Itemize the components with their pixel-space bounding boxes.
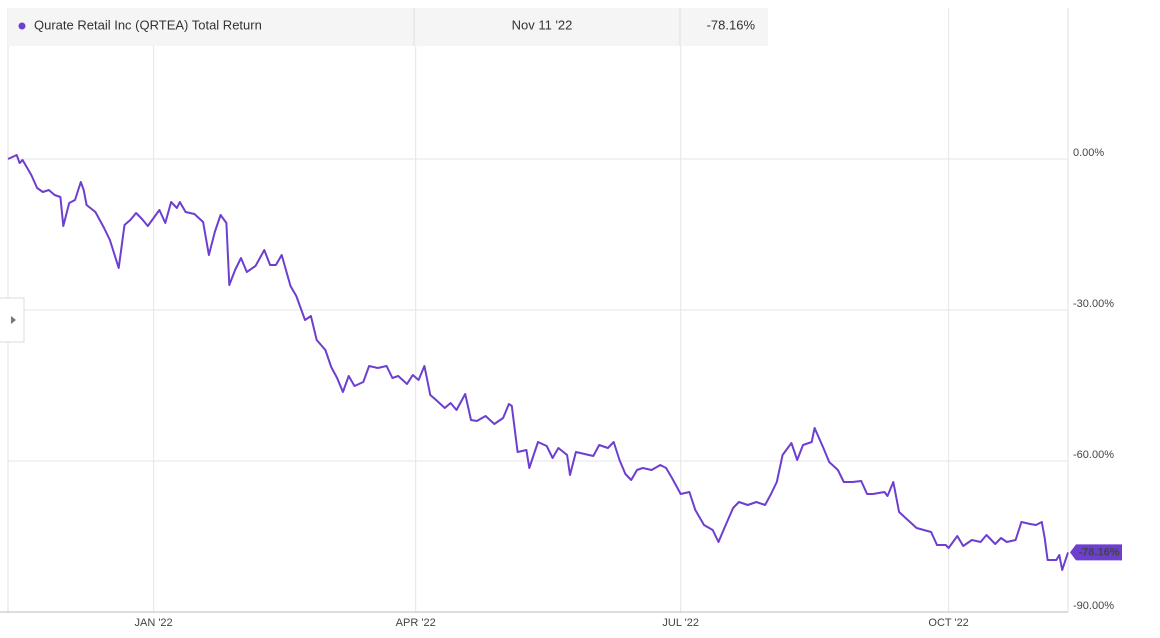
header-value: -78.16% (707, 17, 756, 32)
legend-label: Qurate Retail Inc (QRTEA) Total Return (34, 17, 262, 32)
legend-dot (18, 22, 26, 30)
grid: -90.00% -60.00% -30.00% 0.00% JAN '22 APR '22… (8, 8, 1114, 629)
x-tick-label: OCT '22 (928, 617, 968, 629)
y-tick-label: -90.00% (1073, 600, 1114, 612)
x-tick-label: JUL '22 (662, 617, 699, 629)
end-label-text: -78.16% (1079, 546, 1120, 558)
collapse-button[interactable] (0, 297, 25, 343)
button-arrow[interactable] (11, 316, 16, 324)
header-date: Nov 11 '22 (512, 17, 573, 32)
legend-bar: Qurate Retail Inc (QRTEA) Total Return N… (8, 8, 768, 46)
end-label-bg (1070, 544, 1122, 561)
y-tick-label: -30.00% (1073, 298, 1114, 310)
line (7, 154, 1069, 571)
x-tick-label: APR '22 (396, 617, 436, 629)
y-tick-label: 0.00% (1073, 147, 1104, 159)
button-box[interactable] (0, 297, 25, 343)
plot: -78.16% (7, 154, 1122, 571)
legend-bg (8, 8, 768, 46)
end-label: -78.16% (1070, 544, 1122, 561)
x-tick-label: JAN '22 (135, 617, 173, 629)
y-tick-label: -60.00% (1073, 449, 1114, 461)
